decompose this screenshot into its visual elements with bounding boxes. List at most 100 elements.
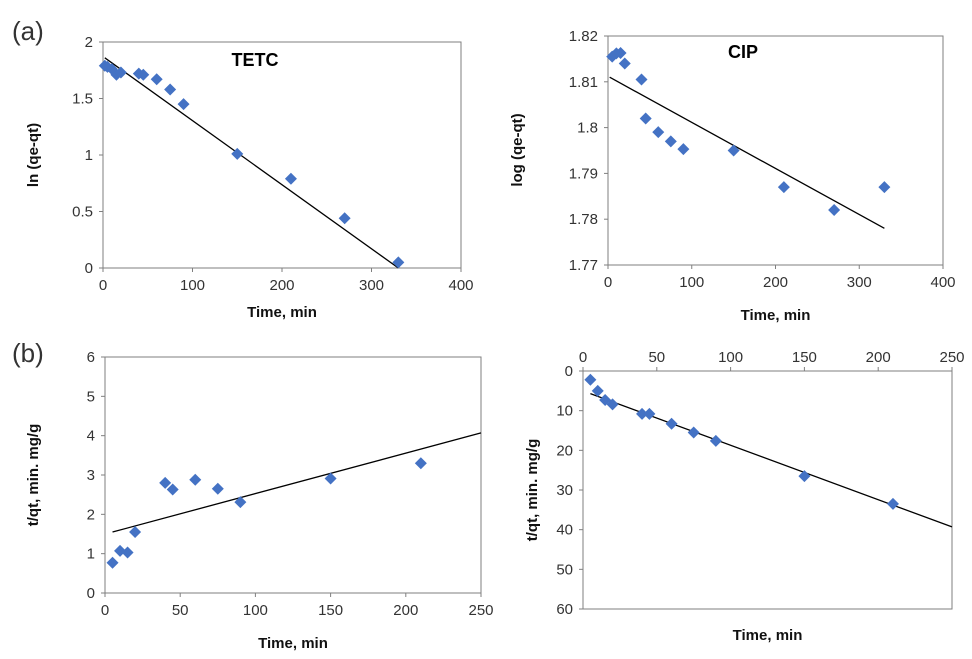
chart-4-data-point: [886, 497, 899, 510]
chart-2-y-tick-label: 1.77: [569, 257, 598, 274]
chart-3-x-tick-label: 150: [318, 602, 343, 619]
chart-1-data-point: [164, 83, 177, 96]
chart-3-y-tick-label: 4: [87, 428, 95, 445]
chart-2-data-point: [618, 57, 631, 70]
chart-4-data-point: [606, 398, 619, 411]
chart-4-data-point: [584, 373, 597, 386]
chart-2-x-tick-label: 200: [763, 274, 788, 291]
chart-1-data-point: [231, 147, 244, 160]
chart-1-y-tick-label: 0.5: [72, 204, 93, 221]
chart-1-data-point: [338, 212, 351, 225]
chart-2-data-point: [639, 112, 652, 125]
chart-3-x-tick-label: 50: [172, 602, 189, 619]
chart-2-data-point: [614, 46, 627, 59]
chart-2-trendline: [609, 76, 885, 229]
chart-2-data-point: [635, 73, 648, 86]
chart-4-data-point: [665, 417, 678, 430]
chart-3-data-point: [121, 546, 134, 559]
chart-4-x-tick-label: 0: [579, 349, 587, 366]
chart-1-title: TETC: [232, 50, 279, 70]
chart-3-y-tick-label: 6: [87, 349, 95, 366]
chart-3-x-tick-label: 0: [101, 602, 109, 619]
chart-2-plot-area: [607, 35, 944, 266]
chart-3-y-axis-label: t/qt, min. mg/g: [25, 424, 42, 527]
chart-1-x-tick-label: 200: [269, 277, 294, 294]
chart-1-x-tick-label: 0: [99, 277, 107, 294]
chart-3-data-point: [189, 473, 202, 486]
chart-2-y-tick-label: 1.81: [569, 74, 598, 91]
chart-2-data-point: [727, 144, 740, 157]
chart-2-data-point: [664, 135, 677, 148]
chart-2-y-tick-label: 1.79: [569, 165, 598, 182]
chart-1-data-point: [284, 172, 297, 185]
chart-3-data-point: [414, 457, 427, 470]
chart-2-y-tick-label: 1.78: [569, 211, 598, 228]
chart-3-y-tick-label: 2: [87, 506, 95, 523]
chart-4-x-tick-label: 50: [648, 349, 665, 366]
chart-4-y-tick-label: 50: [556, 561, 573, 578]
chart-2-data-point: [878, 181, 891, 194]
chart-3-y-tick-label: 5: [87, 388, 95, 405]
chart-2-x-tick-label: 0: [604, 274, 612, 291]
chart-2-data-point: [652, 126, 665, 139]
chart-3-data-point: [211, 482, 224, 495]
chart-3-x-tick-label: 200: [393, 602, 418, 619]
chart-3-trendline: [112, 432, 482, 533]
chart-2-data-point: [677, 143, 690, 156]
chart-3-plot-area: [104, 356, 482, 594]
chart-4-x-axis-label: Time, min: [733, 627, 803, 644]
chart-3-y-tick-label: 1: [87, 546, 95, 563]
chart-3-data-point: [159, 476, 172, 489]
chart-4-y-tick-label: 20: [556, 442, 573, 459]
chart-2-x-tick-label: 100: [679, 274, 704, 291]
chart-4-data-point: [687, 426, 700, 439]
chart-4-data-point: [591, 384, 604, 397]
chart-1-x-tick-label: 400: [448, 277, 473, 294]
chart-1-data-point: [150, 73, 163, 86]
chart-2-title: CIP: [728, 42, 758, 62]
chart-3-data-point: [106, 556, 119, 569]
chart-2-x-tick-label: 300: [847, 274, 872, 291]
chart-4-y-axis-label: t/qt, min. mg/g: [524, 439, 541, 542]
chart-1-data-point: [392, 256, 405, 269]
chart-1-data-point: [177, 98, 190, 111]
chart-2-y-tick-label: 1.82: [569, 28, 598, 45]
panel-label-a: (a): [12, 16, 44, 46]
panel-label-b: (b): [12, 338, 44, 368]
chart-4-x-tick-label: 100: [718, 349, 743, 366]
chart-1-x-axis-label: Time, min: [247, 304, 317, 321]
chart-2-x-axis-label: Time, min: [741, 307, 811, 324]
chart-1-y-axis-label: ln (qe-qt): [25, 123, 42, 187]
chart-1-data-point: [114, 66, 127, 79]
chart-3-x-axis-label: Time, min: [258, 635, 328, 652]
chart-3-y-tick-label: 0: [87, 585, 95, 602]
chart-1-trendline: [104, 57, 399, 269]
chart-4-data-point: [709, 434, 722, 447]
chart-3-data-point: [129, 526, 142, 539]
chart-2-data-point: [777, 181, 790, 194]
chart-2-x-tick-label: 400: [930, 274, 955, 291]
chart-1-y-tick-label: 1: [85, 147, 93, 164]
chart-4-y-tick-label: 0: [565, 363, 573, 380]
chart-1-y-tick-label: 1.5: [72, 91, 93, 108]
chart-1-x-tick-label: 100: [180, 277, 205, 294]
chart-3-y-tick-label: 3: [87, 467, 95, 484]
chart-4-y-tick-label: 60: [556, 601, 573, 618]
chart-4-y-tick-label: 40: [556, 522, 573, 539]
chart-4-x-tick-label: 250: [939, 349, 964, 366]
chart-3-data-point: [234, 496, 247, 509]
chart-1-data-point: [137, 68, 150, 81]
chart-1-x-tick-label: 300: [359, 277, 384, 294]
chart-4-y-tick-label: 10: [556, 403, 573, 420]
chart-4-plot-area: [582, 370, 953, 610]
chart-1-y-tick-label: 2: [85, 34, 93, 51]
chart-1-y-tick-label: 0: [85, 260, 93, 277]
chart-4-data-point: [643, 407, 656, 420]
chart-4-data-point: [636, 407, 649, 420]
chart-2-y-axis-label: log (qe-qt): [509, 113, 526, 186]
chart-3-x-tick-label: 250: [468, 602, 493, 619]
chart-2-data-point: [828, 204, 841, 217]
chart-4-x-tick-label: 150: [792, 349, 817, 366]
chart-3-data-point: [324, 472, 337, 485]
